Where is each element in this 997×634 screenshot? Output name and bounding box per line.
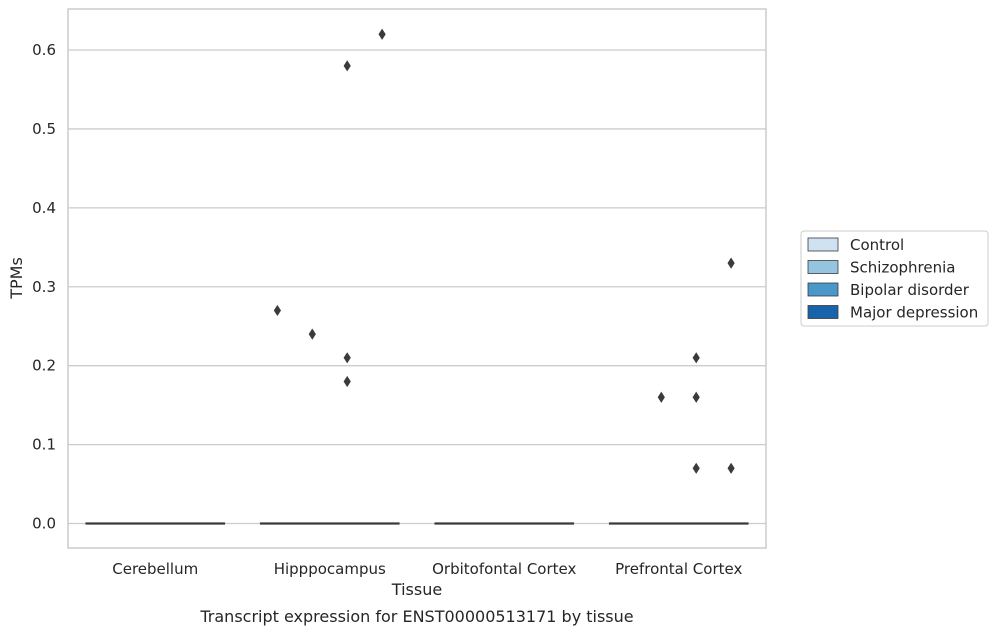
chart-caption: Transcript expression for ENST0000051317… [199,607,633,626]
y-tick-label: 0.6 [32,41,56,59]
legend-label: Control [850,236,904,254]
x-tick-label: Prefrontal Cortex [615,560,742,578]
outlier-point [343,375,351,388]
y-gridlines [68,49,766,525]
outlier-point [343,60,351,72]
outlier-point [692,352,700,364]
x-axis-label: Tissue [391,580,442,599]
legend-swatch [807,260,839,274]
outlier-point [692,391,700,403]
outlier-point [273,304,281,317]
outlier-point [378,28,386,40]
x-tick-labels: Cerebellum Hipppocampus Orbitofontal Corte… [112,560,742,578]
y-axis-label: TPMs [7,257,26,300]
legend-swatch [807,305,839,319]
y-tick-label: 0.3 [32,278,56,296]
legend-label: Major depression [850,304,978,322]
outlier-point [727,462,735,474]
outlier-points [273,28,735,474]
legend-swatch [807,282,839,297]
x-tick-label: Orbitofontal Cortex [432,560,576,578]
y-tick-label: 0.1 [32,436,56,454]
legend-label: Bipolar disorder [850,281,970,299]
outlier-point [343,352,351,364]
legend-frame [800,230,989,327]
outlier-point [727,257,735,269]
y-tick-label: 0.5 [32,120,56,138]
outlier-point [692,462,700,474]
outlier-point [308,328,316,340]
y-tick-label: 0.0 [32,515,56,533]
legend: Control Schizophrenia Bipolar disorder Majo… [800,230,989,327]
x-tick-label: Hipppocampus [274,560,386,578]
outlier-point [657,391,665,403]
y-tick-labels: 0.0 0.1 0.2 0.3 0.4 0.5 0.6 [32,41,56,532]
legend-swatch [807,237,839,252]
y-tick-label: 0.2 [32,357,56,375]
plot-frame [67,8,767,549]
y-tick-label: 0.4 [32,199,56,217]
x-tick-label: Cerebellum [112,560,198,578]
legend-label: Schizophrenia [850,259,955,277]
